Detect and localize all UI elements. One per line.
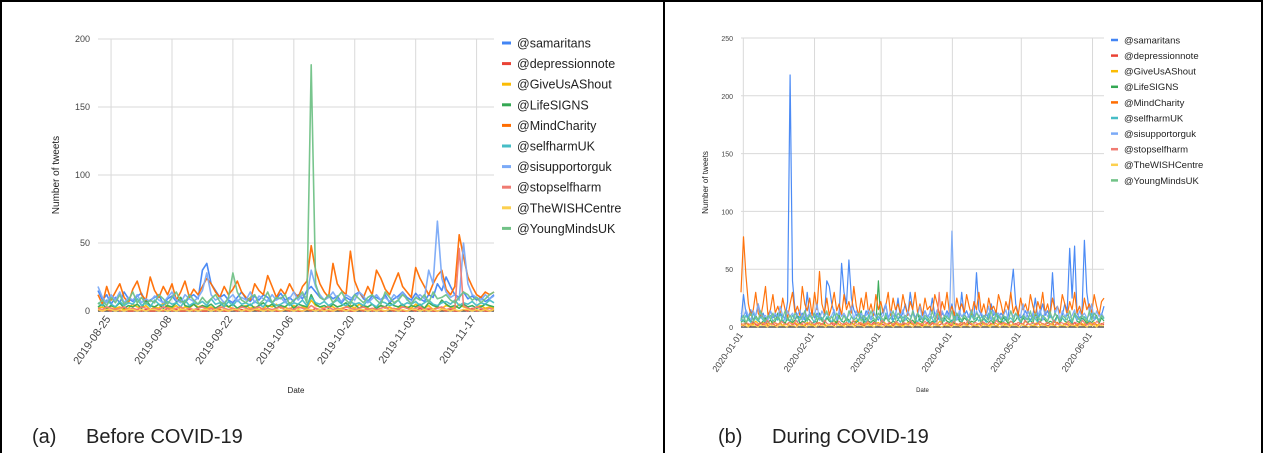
- legend-label-mindcharity: @MindCharity: [1124, 98, 1185, 109]
- legend-label-lifesigns: @LifeSIGNS: [1124, 82, 1179, 93]
- legend-label-sisupportorguk: @sisupportorguk: [517, 160, 612, 174]
- series-lines: [740, 74, 1105, 328]
- x-tick-label: 2019-09-08: [132, 314, 174, 367]
- x-axis-title: Date: [916, 388, 929, 394]
- panel-during-covid: 0 50 100 150 200 250 2020-01-01 2020-02-01 2020-…: [665, 2, 1261, 453]
- series-line-thewishcentre: [740, 324, 1104, 328]
- legend-label-depressionnote: @depressionnote: [1124, 51, 1199, 62]
- y-tick-label: 100: [75, 170, 90, 180]
- caption-b-text: During COVID-19: [772, 426, 929, 448]
- y-axis-title: Number of tweets: [701, 151, 710, 214]
- legend-label-samaritans: @samaritans: [517, 37, 591, 51]
- x-tick-label: 2020-01-01: [710, 330, 745, 373]
- series-line-sisupportorguk: [97, 220, 495, 304]
- x-tick-label: 2019-09-22: [193, 314, 235, 367]
- x-tick-label: 2019-11-17: [437, 314, 479, 366]
- gridlines: [741, 37, 1104, 328]
- x-tick-label: 2020-06-01: [1060, 330, 1095, 373]
- x-axis-title: Date: [288, 386, 305, 395]
- x-tick-label: 2020-04-01: [919, 330, 954, 373]
- legend: @samaritans @depressionnote @GiveUsAShout @…: [502, 37, 621, 236]
- legend-label-stopselfharm: @stopselfharm: [1124, 145, 1188, 156]
- legend-label-giveusashout: @GiveUsAShout: [517, 78, 612, 92]
- x-tick-label: 2019-10-20: [315, 314, 357, 367]
- series-line-sisupportorguk: [740, 230, 1105, 321]
- series-line-youngmindsuk: [740, 310, 1105, 323]
- panel-before-covid: 0 50 100 150 200 2019-08-25 2019-09-08 2019-09-…: [2, 2, 663, 453]
- legend-label-giveusashout: @GiveUsAShout: [1124, 67, 1196, 78]
- y-tick-label: 200: [75, 34, 90, 44]
- caption-during-covid: (b) During COVID-19: [718, 426, 929, 449]
- series-line-youngmindsuk: [97, 63, 495, 307]
- y-tick-label: 50: [725, 267, 733, 274]
- legend-label-samaritans: @samaritans: [1124, 35, 1180, 46]
- caption-a-tag: (a): [32, 426, 57, 448]
- legend-label-lifesigns: @LifeSIGNS: [517, 98, 589, 112]
- legend-label-youngmindsuk: @YoungMindsUK: [517, 222, 616, 236]
- series-line-stopselfharm: [740, 291, 1105, 326]
- legend-label-thewishcentre: @TheWISHCentre: [517, 201, 621, 215]
- chart-during-covid: 0 50 100 150 200 250 2020-01-01 2020-02-01 2020-…: [701, 35, 1203, 394]
- x-tick-label: 2019-11-03: [376, 314, 418, 366]
- y-tick-label: 100: [721, 209, 733, 216]
- series-line-thewishcentre: [97, 308, 495, 312]
- legend: @samaritans @depressionnote @GiveUsAShout @…: [1111, 35, 1203, 187]
- legend-label-selfharmuk: @selfharmUK: [517, 140, 596, 154]
- y-axis-title: Number of tweets: [51, 136, 62, 214]
- y-tick-label: 0: [729, 325, 733, 332]
- legend-label-mindcharity: @MindCharity: [517, 119, 597, 133]
- x-tick-label: 2020-02-01: [782, 330, 817, 373]
- y-tick-label: 50: [80, 238, 90, 248]
- y-tick-label: 150: [721, 152, 733, 159]
- x-tick-label: 2020-03-01: [848, 330, 883, 373]
- caption-b-tag: (b): [718, 426, 743, 448]
- y-tick-label: 0: [85, 306, 90, 316]
- legend-label-thewishcentre: @TheWISHCentre: [1124, 160, 1203, 171]
- y-tick-label: 150: [75, 102, 90, 112]
- legend-label-stopselfharm: @stopselfharm: [517, 181, 601, 195]
- chart-before-covid: 0 50 100 150 200 2019-08-25 2019-09-08 2019-09-…: [51, 34, 621, 395]
- x-tick-label: 2019-10-06: [254, 314, 296, 367]
- legend-label-youngmindsuk: @YoungMindsUK: [1124, 176, 1199, 187]
- series-lines: [97, 63, 495, 312]
- series-line-stopselfharm: [97, 247, 495, 311]
- x-tick-label: 2020-05-01: [988, 330, 1023, 373]
- series-line-samaritans: [740, 74, 1105, 322]
- caption-a-text: Before COVID-19: [86, 426, 243, 448]
- y-tick-label: 200: [721, 94, 733, 101]
- panel-divider: [663, 0, 665, 453]
- x-tick-label: 2019-08-25: [71, 314, 113, 367]
- legend-label-depressionnote: @depressionnote: [517, 57, 615, 71]
- legend-label-sisupportorguk: @sisupportorguk: [1124, 129, 1196, 140]
- series-line-mindcharity: [740, 236, 1105, 319]
- y-tick-label: 250: [721, 36, 733, 43]
- caption-before-covid: (a) Before COVID-19: [32, 426, 243, 449]
- legend-label-selfharmuk: @selfharmUK: [1124, 113, 1184, 124]
